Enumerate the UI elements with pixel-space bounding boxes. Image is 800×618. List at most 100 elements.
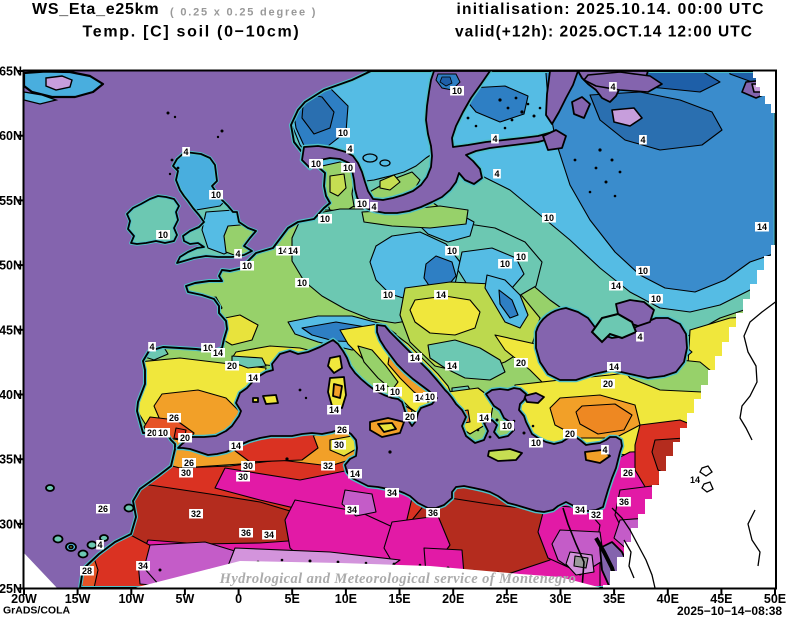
svg-text:20: 20 — [227, 361, 237, 371]
svg-text:26: 26 — [623, 468, 633, 478]
svg-text:14: 14 — [350, 469, 360, 479]
svg-text:14: 14 — [415, 393, 425, 403]
svg-text:15E: 15E — [388, 592, 410, 606]
svg-text:50N: 50N — [0, 259, 22, 273]
svg-text:34: 34 — [347, 505, 357, 515]
svg-text:25E: 25E — [496, 592, 518, 606]
svg-text:14: 14 — [329, 405, 339, 415]
svg-text:4: 4 — [494, 169, 499, 179]
svg-text:Temp. [C] soil (0−10cm): Temp. [C] soil (0−10cm) — [83, 24, 301, 41]
svg-text:14: 14 — [447, 361, 457, 371]
svg-text:4: 4 — [183, 147, 188, 157]
svg-text:32: 32 — [591, 510, 601, 520]
svg-text:30N: 30N — [0, 517, 22, 531]
svg-text:30: 30 — [181, 468, 191, 478]
svg-text:4: 4 — [637, 332, 642, 342]
svg-text:20: 20 — [603, 379, 613, 389]
svg-text:55N: 55N — [0, 194, 22, 208]
svg-text:10: 10 — [638, 266, 648, 276]
svg-text:14: 14 — [248, 373, 258, 383]
svg-text:10: 10 — [516, 252, 526, 262]
svg-text:10: 10 — [383, 290, 393, 300]
svg-text:10: 10 — [651, 294, 661, 304]
svg-text:10: 10 — [338, 128, 348, 138]
svg-text:32: 32 — [191, 509, 201, 519]
svg-text:36: 36 — [428, 508, 438, 518]
svg-text:14: 14 — [375, 383, 385, 393]
svg-text:10: 10 — [242, 261, 252, 271]
svg-text:10: 10 — [357, 199, 367, 209]
svg-text:32: 32 — [323, 461, 333, 471]
svg-text:34: 34 — [575, 505, 585, 515]
svg-text:50E: 50E — [764, 592, 786, 606]
svg-text:14: 14 — [436, 290, 446, 300]
svg-text:4: 4 — [492, 134, 497, 144]
svg-text:65N: 65N — [0, 65, 22, 79]
svg-text:26: 26 — [169, 413, 179, 423]
svg-text:30E: 30E — [549, 592, 571, 606]
svg-text:4: 4 — [640, 135, 645, 145]
svg-text:14: 14 — [757, 222, 767, 232]
svg-text:5E: 5E — [285, 592, 300, 606]
svg-text:4: 4 — [235, 249, 240, 259]
svg-text:4: 4 — [371, 202, 376, 212]
svg-text:25N: 25N — [0, 582, 22, 596]
svg-text:20E: 20E — [442, 592, 464, 606]
svg-text:20: 20 — [180, 433, 190, 443]
svg-text:valid(+12h): 2025.OCT.14 12:00: valid(+12h): 2025.OCT.14 12:00 UTC — [455, 24, 753, 41]
svg-text:10: 10 — [203, 343, 213, 353]
svg-text:10E: 10E — [335, 592, 357, 606]
svg-text:10W: 10W — [118, 592, 144, 606]
svg-text:34: 34 — [138, 561, 148, 571]
svg-text:10: 10 — [452, 86, 462, 96]
svg-text:30: 30 — [334, 440, 344, 450]
svg-text:60N: 60N — [0, 129, 22, 143]
svg-text:15W: 15W — [65, 592, 91, 606]
svg-text:35N: 35N — [0, 453, 22, 467]
svg-text:26: 26 — [98, 504, 108, 514]
svg-text:10: 10 — [158, 230, 168, 240]
svg-text:34: 34 — [387, 488, 397, 498]
svg-text:30: 30 — [243, 461, 253, 471]
svg-text:2025−10−14−08:38: 2025−10−14−08:38 — [677, 604, 782, 618]
svg-text:Hydrological and Meteorologica: Hydrological and Meteorological service … — [219, 571, 577, 587]
svg-text:14: 14 — [278, 246, 288, 256]
svg-text:40N: 40N — [0, 388, 22, 402]
svg-text:10: 10 — [343, 163, 353, 173]
svg-text:20: 20 — [565, 429, 575, 439]
svg-text:10: 10 — [544, 213, 554, 223]
svg-text:28: 28 — [82, 566, 92, 576]
svg-text:35E: 35E — [603, 592, 625, 606]
svg-text:10: 10 — [390, 387, 400, 397]
svg-text:GrADS/COLA: GrADS/COLA — [3, 605, 71, 617]
svg-text:10: 10 — [500, 259, 510, 269]
svg-text:WS_Eta_e25km: WS_Eta_e25km — [32, 1, 159, 18]
svg-text:45E: 45E — [710, 592, 732, 606]
svg-text:10: 10 — [311, 159, 321, 169]
svg-text:10: 10 — [531, 438, 541, 448]
svg-text:4: 4 — [610, 82, 615, 92]
svg-text:14: 14 — [479, 413, 489, 423]
svg-text:4: 4 — [347, 144, 352, 154]
svg-text:36: 36 — [241, 528, 251, 538]
svg-text:4: 4 — [602, 445, 607, 455]
svg-text:10: 10 — [447, 246, 457, 256]
svg-text:10: 10 — [502, 421, 512, 431]
svg-text:( 0.25 x 0.25 degree ): ( 0.25 x 0.25 degree ) — [170, 7, 317, 19]
svg-text:10: 10 — [320, 214, 330, 224]
svg-text:40E: 40E — [657, 592, 679, 606]
svg-text:14: 14 — [609, 362, 619, 372]
svg-text:14: 14 — [288, 246, 298, 256]
svg-text:45N: 45N — [0, 323, 22, 337]
svg-text:26: 26 — [337, 425, 347, 435]
svg-text:36: 36 — [619, 497, 629, 507]
svg-text:30: 30 — [238, 472, 248, 482]
svg-text:0: 0 — [235, 592, 242, 606]
svg-text:20: 20 — [516, 358, 526, 368]
svg-text:14: 14 — [231, 441, 241, 451]
svg-text:20W: 20W — [11, 592, 37, 606]
svg-text:14: 14 — [690, 475, 700, 485]
svg-text:4: 4 — [149, 342, 154, 352]
svg-text:20: 20 — [147, 428, 157, 438]
svg-text:34: 34 — [264, 530, 274, 540]
